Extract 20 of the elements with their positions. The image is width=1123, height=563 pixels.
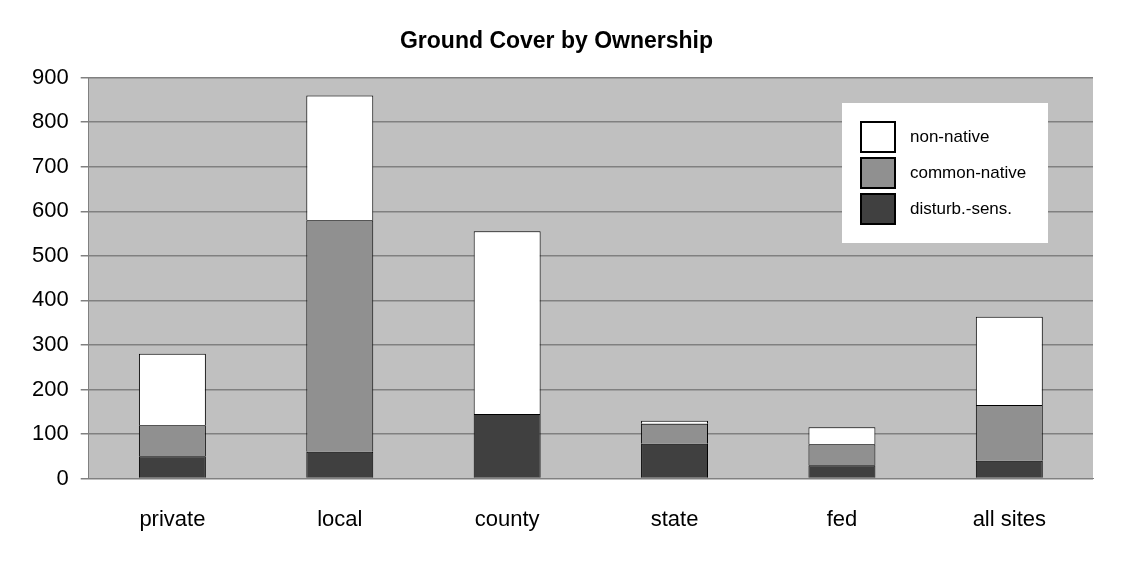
x-tick-label: fed — [826, 505, 858, 531]
x-tick-label: state — [650, 505, 699, 531]
y-tick-label: 800 — [31, 108, 69, 134]
x-tick-label: private — [139, 505, 206, 531]
y-tick-label: 0 — [56, 464, 69, 490]
y-tick-label: 100 — [31, 420, 69, 446]
y-tick-label: 700 — [31, 152, 69, 178]
y-tick-label: 400 — [31, 286, 69, 312]
y-tick-label: 600 — [31, 197, 69, 223]
chart-title: Ground Cover by Ownership — [399, 27, 714, 54]
x-tick-label: county — [474, 505, 540, 531]
y-tick-label: 300 — [31, 331, 69, 356]
x-tick-label: local — [317, 505, 363, 531]
y-tick-label: 500 — [31, 241, 69, 267]
x-tick-label: all sites — [972, 505, 1046, 531]
legend-label: disturb.-sens. — [910, 198, 1013, 219]
y-tick-label: 200 — [31, 375, 69, 401]
legend-label: non-native — [910, 126, 990, 147]
y-tick-label: 900 — [31, 63, 69, 89]
legend-label: common-native — [910, 162, 1027, 183]
